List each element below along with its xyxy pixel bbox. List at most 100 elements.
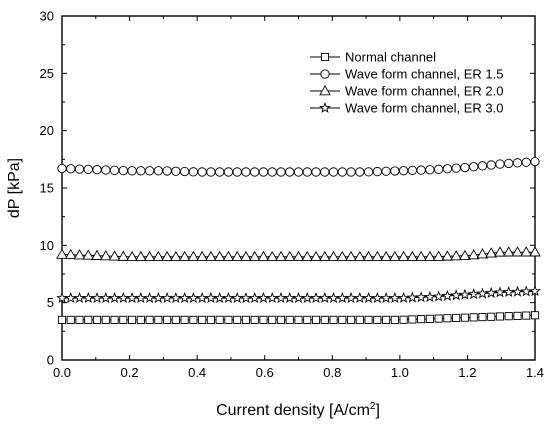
data-point-triangle bbox=[126, 250, 138, 262]
data-point-square bbox=[75, 315, 84, 324]
data-point-star bbox=[126, 291, 138, 304]
data-point-triangle bbox=[56, 248, 68, 259]
data-point-square bbox=[136, 315, 145, 324]
legend-item: Wave form channel, ER 1.5 bbox=[310, 67, 503, 82]
data-point-star bbox=[99, 291, 112, 304]
data-point-triangle bbox=[476, 248, 489, 259]
data-point-circle bbox=[460, 162, 470, 173]
data-point-star bbox=[336, 291, 349, 304]
data-point-square bbox=[495, 312, 505, 321]
data-point-star bbox=[389, 291, 401, 304]
data-point-triangle bbox=[196, 250, 208, 262]
data-point-circle bbox=[92, 165, 102, 175]
data-point-square bbox=[285, 315, 294, 324]
data-point-star bbox=[178, 291, 191, 304]
data-point-circle bbox=[223, 167, 234, 177]
data-point-circle bbox=[407, 165, 418, 176]
data-point-circle bbox=[469, 162, 479, 172]
data-point-triangle bbox=[424, 250, 436, 262]
data-point-triangle bbox=[459, 249, 471, 260]
data-point-star bbox=[91, 291, 103, 304]
data-point-square bbox=[215, 315, 224, 324]
data-point-triangle bbox=[205, 250, 217, 262]
data-point-triangle bbox=[432, 250, 445, 261]
data-point-star bbox=[353, 291, 366, 304]
data-point-square bbox=[443, 314, 452, 323]
y-tick-label: 10 bbox=[40, 238, 54, 253]
data-point-star bbox=[257, 291, 270, 304]
data-point-square bbox=[224, 315, 233, 324]
data-point-square bbox=[128, 315, 137, 324]
data-point-square bbox=[425, 314, 434, 323]
data-point-square bbox=[110, 315, 119, 324]
data-point-circle bbox=[398, 166, 409, 176]
x-tick-label: 0.6 bbox=[256, 365, 274, 380]
data-point-triangle bbox=[108, 250, 121, 261]
data-point-star bbox=[415, 291, 427, 303]
data-point-square bbox=[250, 315, 259, 324]
data-point-star bbox=[283, 291, 296, 304]
data-point-star bbox=[240, 291, 252, 304]
y-tick-label: 30 bbox=[40, 9, 54, 24]
data-point-star bbox=[529, 285, 541, 297]
data-point-triangle bbox=[415, 250, 427, 262]
data-point-star bbox=[292, 291, 305, 304]
data-point-star bbox=[117, 291, 130, 304]
data-point-star bbox=[397, 291, 410, 303]
data-point-square bbox=[530, 311, 540, 320]
data-point-square bbox=[189, 315, 198, 324]
data-point-triangle bbox=[257, 250, 270, 262]
legend: Normal channel Wave form channel, ER 1.5 W… bbox=[310, 50, 503, 116]
data-point-circle bbox=[101, 165, 111, 175]
data-point-star bbox=[196, 291, 208, 304]
x-tick-label: 1.0 bbox=[391, 365, 409, 380]
data-point-square bbox=[364, 315, 373, 324]
data-point-triangle bbox=[292, 250, 305, 262]
data-point-triangle bbox=[275, 250, 287, 262]
data-point-circle bbox=[171, 166, 181, 176]
data-point-star bbox=[231, 291, 244, 304]
data-point-circle bbox=[495, 159, 505, 169]
data-point-star bbox=[318, 291, 331, 304]
y-axis-label: dP [kPa] bbox=[6, 158, 23, 218]
data-point-star bbox=[213, 291, 226, 304]
data-point-circle bbox=[109, 165, 120, 175]
data-point-circle bbox=[293, 167, 304, 177]
data-point-triangle bbox=[240, 250, 252, 262]
data-point-star bbox=[73, 291, 86, 304]
y-tick-label: 0 bbox=[47, 353, 54, 368]
data-point-triangle bbox=[266, 250, 279, 262]
x-tick-label: 0.8 bbox=[323, 365, 341, 380]
data-point-circle bbox=[162, 166, 172, 176]
data-point-triangle bbox=[222, 250, 235, 262]
data-point-circle bbox=[320, 69, 330, 79]
data-point-square bbox=[303, 315, 312, 324]
data-point-star bbox=[275, 291, 287, 304]
data-point-circle bbox=[302, 167, 312, 177]
data-point-star bbox=[319, 101, 331, 113]
data-point-star bbox=[161, 291, 173, 304]
data-point-star bbox=[432, 290, 445, 302]
data-point-square bbox=[452, 313, 461, 323]
data-point-circle bbox=[258, 167, 269, 177]
data-point-star bbox=[248, 291, 261, 304]
series-circle bbox=[57, 156, 540, 177]
data-point-triangle bbox=[248, 250, 261, 262]
data-point-circle bbox=[215, 167, 225, 177]
data-point-triangle bbox=[318, 250, 331, 262]
data-point-triangle bbox=[520, 246, 533, 257]
data-point-circle bbox=[512, 158, 523, 168]
data-point-circle bbox=[250, 167, 260, 177]
y-tick-label: 20 bbox=[40, 123, 54, 138]
y-axis: 0 5 10 15 20 25 30 bbox=[40, 9, 535, 368]
legend-label: Wave form channel, ER 3.0 bbox=[345, 101, 503, 116]
data-point-circle bbox=[416, 165, 426, 175]
data-point-square bbox=[268, 315, 277, 324]
data-point-square bbox=[487, 312, 496, 321]
data-point-circle bbox=[66, 164, 76, 174]
data-point-circle bbox=[136, 166, 146, 176]
legend-label: Wave form channel, ER 2.0 bbox=[345, 84, 503, 99]
data-point-circle bbox=[144, 166, 155, 176]
data-point-star bbox=[64, 291, 77, 304]
